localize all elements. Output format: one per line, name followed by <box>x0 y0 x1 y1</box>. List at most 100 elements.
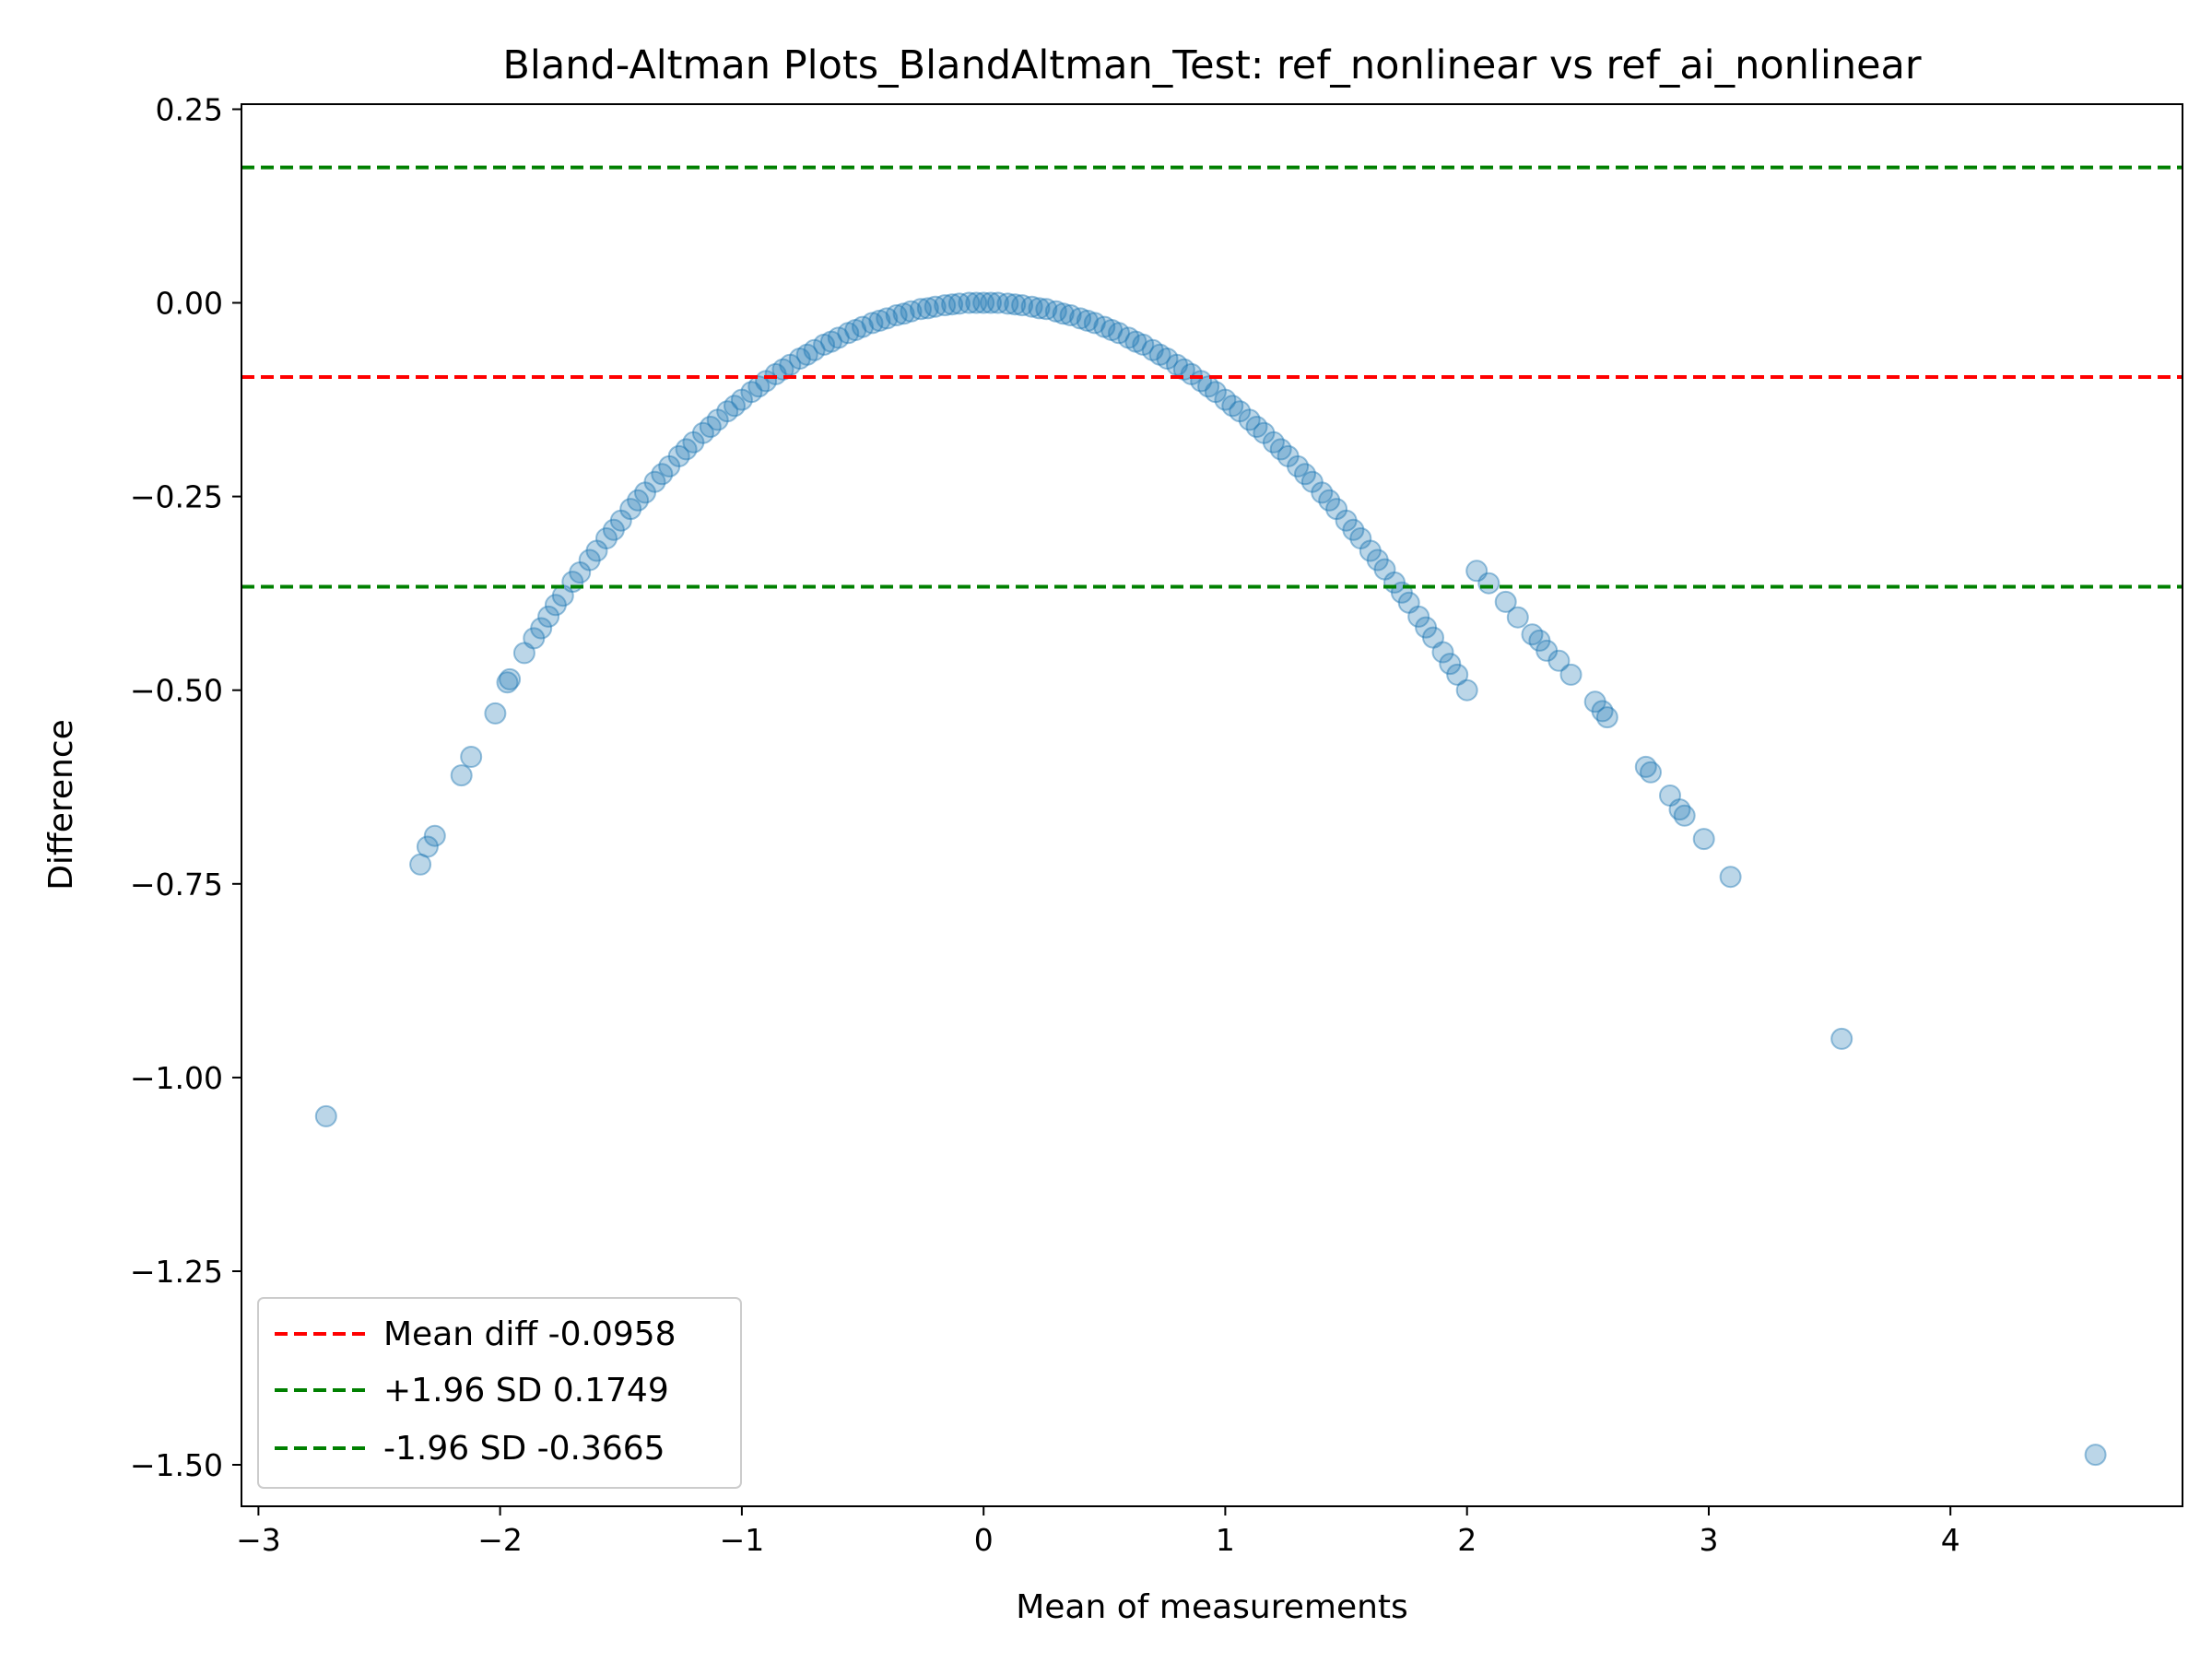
scatter-point <box>1547 649 1571 672</box>
scatter-point <box>1634 755 1657 778</box>
scatter-point <box>1342 518 1365 541</box>
scatter-point <box>779 353 802 376</box>
scatter-point <box>892 302 915 325</box>
scatter-point <box>1172 358 1195 381</box>
scatter-point <box>2084 1444 2107 1467</box>
scatter-point <box>1287 454 1310 478</box>
scatter-point <box>1059 304 1082 326</box>
scatter-point <box>972 291 995 314</box>
scatter-point <box>1318 489 1341 512</box>
scatter-point <box>1407 605 1430 628</box>
scatter-point <box>1294 463 1316 486</box>
scatter-point <box>1335 509 1358 532</box>
scatter-point <box>803 338 826 361</box>
scatter-point <box>876 307 899 330</box>
scatter-point <box>868 309 891 332</box>
reference-lines <box>241 165 2183 589</box>
scatter-point <box>1108 322 1130 345</box>
scatter-point <box>1494 590 1517 613</box>
x-axis-ticks: −3 −2 −1 0 1 2 3 4 <box>236 1506 1960 1558</box>
scatter-point <box>595 527 618 549</box>
legend-label-upper-loa: +1.96 SD 0.1749 <box>383 1372 669 1409</box>
y-axis-ticks: 0.25 0.00 −0.25 −0.50 −0.75 −1.00 −1.25 −1.50 <box>130 92 241 1483</box>
scatter-point <box>861 312 884 335</box>
scatter-point <box>1422 626 1444 649</box>
scatter-point <box>1204 381 1227 404</box>
scatter-point <box>1465 560 1488 583</box>
scatter-point <box>1535 639 1559 662</box>
scatter-point <box>965 291 988 314</box>
scatter-point <box>1020 295 1043 318</box>
scatter-point <box>1069 307 1092 330</box>
scatter-point <box>619 498 642 521</box>
scatter-point <box>1100 319 1124 341</box>
y-tick-label: 0.25 <box>156 92 223 128</box>
scatter-point <box>1446 663 1469 686</box>
x-tick-label: −3 <box>236 1522 281 1558</box>
y-tick-label: −1.50 <box>130 1447 223 1483</box>
scatter-point <box>1719 866 1742 889</box>
scatter-point <box>667 444 690 467</box>
scatter-point <box>1559 663 1583 686</box>
x-axis-label: Mean of measurements <box>1016 1588 1408 1626</box>
scatter-point <box>924 295 947 318</box>
scatter-point <box>651 463 674 486</box>
scatter-point <box>986 291 1009 314</box>
scatter-point <box>1528 629 1551 652</box>
scatter-point <box>1035 298 1058 321</box>
scatter-point <box>675 438 698 461</box>
scatter-point <box>1004 293 1027 316</box>
scatter-point <box>958 291 981 314</box>
x-tick-label: 2 <box>1457 1522 1477 1558</box>
scatter-point <box>530 617 553 640</box>
scatter-point <box>706 408 729 431</box>
y-tick-label: 0.00 <box>156 286 223 322</box>
plot-area-frame <box>241 103 2183 1507</box>
scatter-points <box>314 291 2107 1467</box>
scatter-point <box>423 824 446 847</box>
scatter-point <box>1366 548 1389 572</box>
scatter-point <box>1455 678 1478 702</box>
scatter-point <box>827 326 850 349</box>
scatter-point <box>1132 333 1155 356</box>
scatter-point <box>499 667 522 690</box>
chart-title: Bland-Altman Plots_BlandAltman_Test: ref… <box>502 42 1921 88</box>
scatter-point <box>658 454 681 478</box>
scatter-point <box>1640 761 1662 784</box>
scatter-point <box>314 1104 337 1127</box>
scatter-point <box>900 300 923 323</box>
scatter-point <box>1311 481 1334 504</box>
scatter-point <box>1269 438 1292 461</box>
scatter-point <box>1659 784 1681 807</box>
scatter-point <box>602 518 625 541</box>
x-tick-label: 3 <box>1700 1522 1719 1558</box>
scatter-point <box>1415 616 1438 639</box>
legend: Mean diff -0.0958 +1.96 SD 0.1749 -1.96 … <box>257 1297 742 1489</box>
scatter-point <box>724 395 746 418</box>
scatter-point <box>634 481 656 504</box>
scatter-point <box>941 293 964 316</box>
scatter-point <box>1124 330 1147 353</box>
scatter-point <box>740 381 763 404</box>
scatter-point <box>819 330 842 353</box>
x-tick-label: −1 <box>720 1522 765 1558</box>
scatter-point <box>1117 326 1140 349</box>
scatter-point <box>747 375 771 398</box>
scatter-point <box>1300 470 1324 493</box>
scatter-point <box>1591 700 1614 723</box>
scatter-point <box>1238 408 1261 431</box>
scatter-point <box>1083 312 1106 335</box>
scatter-point <box>885 304 908 326</box>
scatter-point <box>934 294 957 317</box>
scatter-point <box>1349 527 1372 549</box>
scatter-point <box>1253 421 1276 444</box>
scatter-point <box>1673 804 1696 827</box>
y-tick-label: −1.00 <box>130 1060 223 1096</box>
scatter-point <box>699 416 722 438</box>
scatter-point <box>1141 338 1164 361</box>
scatter-point <box>537 605 560 628</box>
scatter-point <box>730 388 753 411</box>
scatter-point <box>1229 400 1252 423</box>
